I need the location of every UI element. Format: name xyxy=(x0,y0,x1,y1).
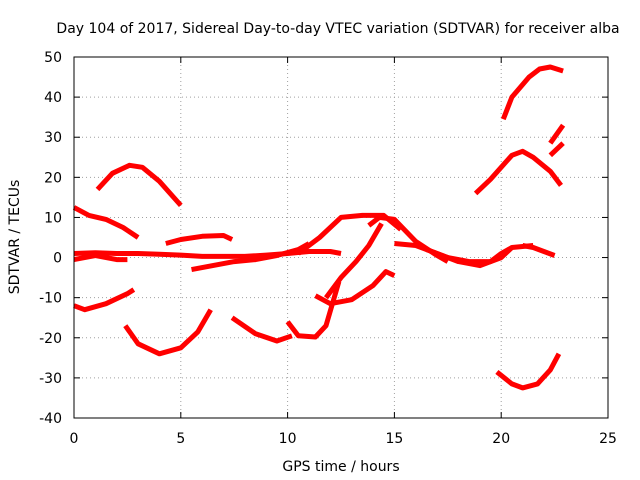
y-tick-label: 50 xyxy=(44,50,62,66)
y-tick-label: -30 xyxy=(39,371,62,387)
y-tick-label: 0 xyxy=(53,251,62,267)
chart-title: Day 104 of 2017, Sidereal Day-to-day VTE… xyxy=(56,21,619,37)
y-tick-label: 20 xyxy=(44,170,62,186)
x-tick-label: 0 xyxy=(70,431,79,447)
series-arc-01 xyxy=(95,162,183,208)
y-tick-label: -20 xyxy=(39,331,62,347)
series-arc-06 xyxy=(191,241,311,273)
series-arc-08 xyxy=(123,308,213,357)
series-arc-19 xyxy=(500,64,564,121)
series-arc-13 xyxy=(296,212,403,256)
series-arc-12 xyxy=(323,222,384,300)
series-arc-07 xyxy=(73,287,136,313)
x-tick-label: 15 xyxy=(385,431,403,447)
series-arc-18 xyxy=(473,148,563,196)
data-series xyxy=(72,64,566,391)
series-arc-17 xyxy=(522,243,556,258)
series-arc-04 xyxy=(73,253,128,263)
gridlines xyxy=(73,56,609,419)
x-axis-title: GPS time / hours xyxy=(282,459,399,475)
x-tick-labels: 0 5 10 15 20 25 xyxy=(70,431,617,447)
y-tick-labels: -40 -30 -20 -10 0 10 20 30 40 50 xyxy=(39,50,62,427)
series-arc-03 xyxy=(73,249,342,259)
series-arc-02 xyxy=(72,205,140,240)
x-tick-label: 10 xyxy=(279,431,297,447)
series-arc-16 xyxy=(425,245,514,265)
y-tick-label: 40 xyxy=(44,90,62,106)
y-tick-label: 10 xyxy=(44,210,62,226)
series-arc-22 xyxy=(495,352,562,391)
plot-frame xyxy=(73,56,609,419)
series-arc-20 xyxy=(548,141,565,158)
series-arc-05 xyxy=(165,233,234,246)
y-tick-label: -10 xyxy=(39,291,62,307)
y-tick-label: -40 xyxy=(39,411,62,427)
series-arc-21 xyxy=(548,123,566,145)
y-axis-title: SDTVAR / TECUs xyxy=(7,180,23,295)
series-arc-09 xyxy=(230,315,293,344)
series-arc-10 xyxy=(285,280,342,340)
x-tick-label: 25 xyxy=(599,431,617,447)
y-tick-label: 30 xyxy=(44,130,62,146)
x-tick-label: 20 xyxy=(492,431,510,447)
series-arc-11 xyxy=(314,269,396,307)
x-tick-label: 5 xyxy=(176,431,185,447)
